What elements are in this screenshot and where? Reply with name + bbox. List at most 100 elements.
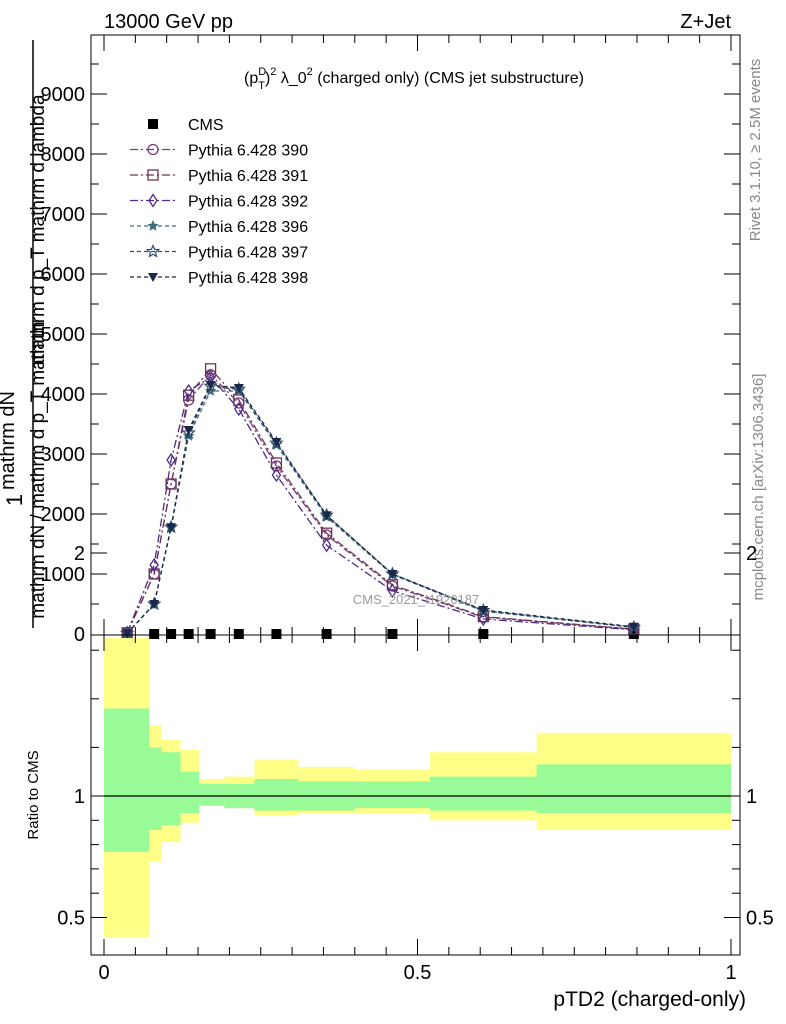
ratio-stat-band	[161, 752, 181, 826]
series-391-point	[148, 568, 160, 580]
series-cms-point	[166, 629, 177, 639]
y-tick-label: 9000	[41, 84, 86, 106]
series-398-point	[387, 570, 398, 579]
legend-entry: Pythia 6.428 396	[130, 219, 308, 236]
series-cms-point	[387, 629, 398, 639]
main-ticks: 1000 2000 3000 4000 5000 6000 7000 8000 9000 0	[41, 35, 740, 646]
ratio-frame	[90, 634, 741, 956]
x-tick-label: 1	[725, 962, 736, 984]
ratio-bands	[104, 638, 731, 937]
energy-label: 13000 GeV pp	[104, 11, 233, 33]
series-397-point	[181, 425, 196, 440]
series-398-point	[628, 622, 639, 632]
legend-entry: Pythia 6.428 398	[130, 270, 308, 287]
legend-label: Pythia 6.428 392	[188, 194, 308, 211]
y-tick-label: 7000	[41, 204, 86, 226]
legend: CMS Pythia 6.428 390 Pythia 6.428 391 Pythi…	[130, 117, 308, 287]
series-391-point	[204, 363, 217, 375]
series-391-point	[182, 389, 195, 401]
legend-marker	[145, 243, 161, 258]
y-tick-label: 3000	[41, 444, 86, 466]
ratio-stat-band	[354, 781, 431, 809]
ratio-stat-band	[254, 778, 299, 811]
series-398-point	[233, 384, 244, 393]
series-cms-point	[205, 629, 216, 639]
series-398-point	[321, 511, 332, 521]
y-tick-label: 2000	[41, 504, 86, 526]
ratio-ticks: 0.5 0.5 1 1 2 2 0 0.5 1	[57, 543, 774, 984]
series-398-point	[122, 629, 133, 639]
series-391-line	[126, 367, 634, 634]
legend-entry: CMS	[148, 117, 224, 134]
series-398	[122, 381, 639, 639]
legend-marker	[148, 119, 158, 129]
ratio-stat-band	[104, 708, 150, 852]
ylabel-one: 1	[2, 494, 27, 506]
series-392-line	[126, 376, 634, 634]
series-398-point	[271, 438, 282, 447]
legend-entry: Pythia 6.428 392	[130, 193, 308, 211]
series-392-point	[166, 452, 176, 468]
y-tick-label: 1000	[41, 564, 86, 586]
series-398-point	[183, 426, 194, 435]
ratio-y-tick-label: 0.5	[57, 908, 85, 930]
series-396-point	[204, 385, 217, 396]
legend-marker	[148, 273, 158, 282]
series-398-point	[205, 381, 216, 390]
watermark: CMS_2021_I1920187	[353, 592, 480, 607]
main-title: (pD T)2 λ_02 (charged only) (CMS jet subs…	[244, 66, 584, 92]
process-label: Z+Jet	[680, 11, 731, 33]
legend-label: Pythia 6.428 391	[188, 168, 308, 185]
ratio-y-tick-label-right: 2	[746, 543, 757, 565]
series-392-point	[478, 611, 489, 627]
legend-marker	[147, 169, 159, 181]
series-392-point	[271, 467, 282, 483]
series-cms-point	[233, 629, 244, 639]
y-tick-label: 5000	[41, 324, 86, 346]
y-tick-label: 0	[74, 624, 85, 646]
series-391-point	[386, 579, 399, 591]
legend-entry: Pythia 6.428 397	[130, 243, 308, 262]
series-cms-point	[321, 629, 332, 639]
series-cms-point	[271, 629, 282, 639]
series-392-point	[183, 383, 194, 399]
series-cms	[122, 629, 639, 639]
ratio-y-tick-label-right: 1	[746, 786, 757, 808]
series-cms-point	[183, 629, 194, 639]
series-392-point	[321, 538, 332, 553]
ratio-y-tick-label: 1	[74, 786, 85, 808]
legend-label: Pythia 6.428 398	[188, 270, 308, 287]
ratio-y-tick-label-right: 0.5	[746, 908, 774, 930]
legend-marker	[147, 143, 159, 156]
series-392-point	[149, 557, 159, 573]
ratio-stat-band	[430, 776, 537, 811]
legend-label: Pythia 6.428 390	[188, 143, 308, 160]
ratio-stat-band	[199, 783, 225, 806]
x-tick-label: 0.5	[404, 962, 432, 984]
series-392-point	[234, 401, 244, 417]
series-391-point	[165, 478, 177, 490]
rivet-label: Rivet 3.1.10, ≥ 2.5M events	[747, 59, 764, 242]
ratio-y-tick-label: 2	[74, 543, 85, 565]
legend-label: Pythia 6.428 396	[188, 219, 308, 236]
y-tick-label: 4000	[41, 384, 86, 406]
ratio-stat-band	[149, 747, 162, 831]
series-398-point	[149, 600, 160, 609]
y-tick-label: 6000	[41, 264, 86, 286]
ratio-ylabel: Ratio to CMS	[25, 750, 42, 839]
x-tick-label: 0	[98, 962, 109, 984]
series-391-point	[233, 394, 245, 406]
x-axis-label: pTD2 (charged-only)	[553, 988, 746, 1011]
series-398-point	[478, 606, 489, 615]
ylabel-top: mathrm dN	[0, 391, 19, 490]
series-cms-point	[149, 629, 160, 639]
legend-marker	[147, 220, 159, 231]
ratio-stat-band	[180, 771, 200, 814]
ratio-stat-band	[536, 764, 731, 814]
legend-entry: Pythia 6.428 390	[130, 143, 308, 160]
mcplots-label: mcplots.cern.ch [arXiv:1306.3436]	[750, 374, 767, 601]
series-392-point	[387, 583, 398, 598]
series-cms-point	[478, 629, 489, 639]
legend-entry: Pythia 6.428 391	[130, 168, 308, 185]
